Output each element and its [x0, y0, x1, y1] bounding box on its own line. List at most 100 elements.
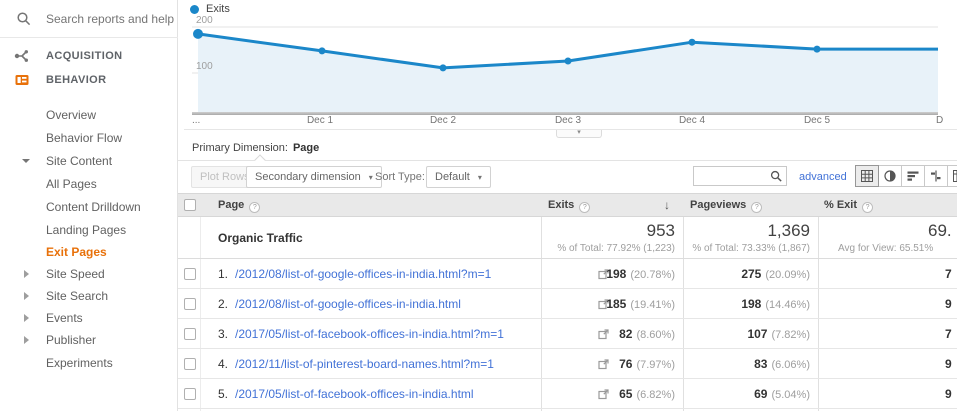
- summary-percent-exit: 69.: [928, 221, 952, 240]
- pageviews-percent: (14.46%): [765, 299, 810, 311]
- exits-cell: 76 (7.97%): [541, 357, 675, 371]
- open-in-new-icon[interactable]: [598, 389, 609, 400]
- sidebar-item-site-search[interactable]: Site Search: [0, 284, 178, 307]
- sidebar-item-label: Experiments: [46, 355, 113, 370]
- sidebar-item-label: Exit Pages: [46, 244, 107, 259]
- page-link[interactable]: /2017/05/list-of-facebook-offices-in-ind…: [235, 327, 504, 341]
- open-in-new-icon[interactable]: [598, 329, 609, 340]
- percentage-view-button[interactable]: [878, 165, 902, 187]
- chevron-right-icon: [24, 269, 29, 278]
- data-point[interactable]: [318, 47, 326, 55]
- select-all-checkbox[interactable]: [184, 199, 196, 211]
- sidebar-item-site-speed[interactable]: Site Speed: [0, 262, 178, 285]
- column-divider: [683, 193, 684, 411]
- x-tick-dec4: Dec 4: [678, 115, 706, 126]
- exits-line-chart[interactable]: [192, 18, 938, 112]
- data-point[interactable]: [813, 45, 821, 53]
- help-icon[interactable]: ?: [249, 202, 261, 213]
- sidebar-item-landing-pages[interactable]: Landing Pages: [0, 218, 178, 241]
- column-header-percent-exit[interactable]: % Exit?: [824, 199, 874, 213]
- help-icon[interactable]: ?: [751, 202, 763, 213]
- row-checkbox[interactable]: [184, 328, 196, 340]
- row-index: 4.: [218, 357, 229, 371]
- chevron-right-icon: [24, 313, 29, 322]
- percent-exit-value-clipped: 7: [945, 327, 952, 341]
- table-view-button[interactable]: [855, 165, 879, 187]
- open-in-new-icon[interactable]: [598, 359, 609, 370]
- chart-collapse-tab[interactable]: ▾: [556, 129, 602, 138]
- sidebar-item-overview[interactable]: Overview: [0, 103, 178, 126]
- primary-dimension-page-tab[interactable]: Page: [292, 142, 320, 154]
- column-label: Pageviews: [690, 199, 747, 211]
- data-point[interactable]: [193, 28, 203, 39]
- page-link[interactable]: /2012/08/list-of-google-offices-in-india…: [235, 267, 492, 281]
- table-grid-icon: [861, 170, 873, 182]
- percent-exit-value-clipped: 9: [945, 387, 952, 401]
- sidebar-search[interactable]: Search reports and help: [0, 0, 178, 38]
- sidebar-item-label: Overview: [46, 107, 97, 122]
- advanced-search-link[interactable]: advanced: [799, 171, 847, 183]
- sidebar-item-acquisition[interactable]: ACQUISITION: [0, 44, 178, 68]
- summary-pageviews: 1,369: [767, 221, 810, 240]
- sort-descending-icon[interactable]: ↓: [664, 198, 670, 212]
- sidebar-item-label: Content Drilldown: [46, 199, 141, 214]
- sidebar-item-behavior-flow[interactable]: Behavior Flow: [0, 126, 178, 149]
- help-icon[interactable]: ?: [579, 202, 591, 213]
- sidebar-item-publisher[interactable]: Publisher: [0, 328, 178, 351]
- table-search-input[interactable]: [696, 168, 768, 184]
- x-tick-dec1: Dec 1: [306, 115, 334, 126]
- open-in-new-icon[interactable]: [598, 269, 609, 280]
- pageviews-percent: (20.09%): [765, 269, 810, 281]
- sidebar-item-experiments[interactable]: Experiments: [0, 351, 178, 374]
- pageviews-value: 198: [741, 297, 762, 311]
- sidebar-item-all-pages[interactable]: All Pages: [0, 172, 178, 195]
- sort-type-dropdown[interactable]: Default ▾: [426, 166, 491, 188]
- pageviews-value: 83: [754, 357, 768, 371]
- x-tick-ellipsis: ...: [192, 115, 201, 126]
- sidebar-section-label: ACQUISITION: [46, 50, 123, 62]
- sidebar-item-label: All Pages: [46, 176, 97, 191]
- summary-row: Organic Traffic 953 % of Total: 77.92% (…: [178, 217, 957, 259]
- chart-separator: [184, 129, 957, 130]
- help-icon[interactable]: ?: [862, 202, 874, 213]
- sidebar-item-site-content[interactable]: Site Content: [0, 149, 178, 172]
- table-row: 2. /2012/08/list-of-google-offices-in-in…: [178, 289, 957, 319]
- open-in-new-icon[interactable]: [598, 299, 609, 310]
- column-header-exits[interactable]: Exits?: [548, 199, 591, 213]
- performance-view-button[interactable]: [901, 165, 925, 187]
- data-point[interactable]: [439, 64, 447, 72]
- summary-percent-exit-subtext: Avg for View: 65.51%: [838, 243, 934, 254]
- column-label: % Exit: [824, 199, 858, 211]
- page-link[interactable]: /2012/08/list-of-google-offices-in-india…: [235, 297, 461, 311]
- search-label: Search reports and help: [46, 12, 175, 26]
- chart-data-points[interactable]: [193, 28, 821, 72]
- pivot-view-button[interactable]: [947, 165, 957, 187]
- comparison-view-button[interactable]: [924, 165, 948, 187]
- row-checkbox[interactable]: [184, 268, 196, 280]
- page-link[interactable]: /2012/11/list-of-pinterest-board-names.h…: [235, 357, 494, 371]
- sidebar-item-events[interactable]: Events: [0, 306, 178, 329]
- row-checkbox[interactable]: [184, 358, 196, 370]
- table-toolbar: Plot Rows Secondary dimension ▾ Sort Type…: [178, 160, 957, 193]
- sidebar-item-exit-pages[interactable]: Exit Pages: [0, 240, 178, 263]
- x-tick-dec2: Dec 2: [429, 115, 457, 126]
- data-point[interactable]: [688, 38, 696, 46]
- summary-pageviews-subtext: % of Total: 73.33% (1,867): [692, 243, 810, 254]
- exits-cell: 82 (8.60%): [541, 327, 675, 341]
- data-point[interactable]: [564, 57, 572, 65]
- column-header-page[interactable]: Page?: [218, 199, 261, 213]
- plot-rows-button[interactable]: Plot Rows: [191, 166, 259, 188]
- behavior-icon: [15, 75, 29, 85]
- sidebar-item-label: Site Speed: [46, 266, 105, 281]
- sidebar-section-label: BEHAVIOR: [46, 74, 107, 86]
- page-link[interactable]: /2017/05/list-of-facebook-offices-in-ind…: [235, 387, 474, 401]
- sidebar-item-behavior[interactable]: BEHAVIOR: [0, 68, 178, 92]
- column-header-pageviews[interactable]: Pageviews?: [690, 199, 763, 213]
- pivot-icon: [953, 170, 957, 182]
- row-checkbox[interactable]: [184, 388, 196, 400]
- row-checkbox[interactable]: [184, 298, 196, 310]
- sidebar-item-content-drilldown[interactable]: Content Drilldown: [0, 195, 178, 218]
- search-icon[interactable]: [770, 170, 783, 183]
- sidebar-item-label: Site Search: [46, 288, 109, 303]
- secondary-dimension-dropdown[interactable]: Secondary dimension ▾: [246, 166, 382, 188]
